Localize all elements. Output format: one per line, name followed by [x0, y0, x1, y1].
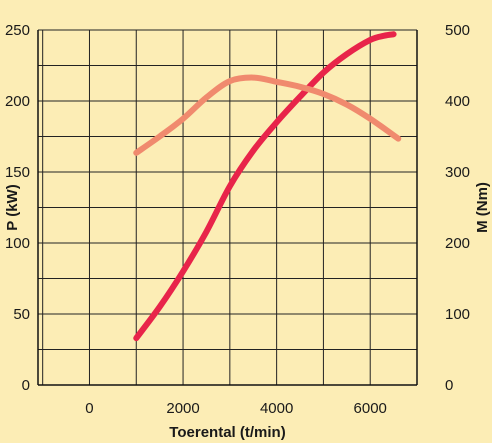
- power-series-line: [133, 31, 397, 342]
- y-axis-title-right: M (Nm): [474, 182, 491, 233]
- y-right-tick-label: 500: [445, 22, 470, 39]
- y-left-tick-label: 100: [5, 235, 30, 252]
- y-left-tick-label: 250: [5, 22, 30, 39]
- y-left-tick-label: 0: [22, 377, 30, 394]
- y-left-tick-label: 50: [13, 306, 30, 323]
- x-axis-title: Toerental (t/min): [169, 424, 285, 441]
- x-tick-label: 4000: [260, 400, 293, 417]
- x-tick-label: 6000: [354, 400, 387, 417]
- y-right-tick-label: 300: [445, 164, 470, 181]
- x-tick-label: 0: [85, 400, 93, 417]
- y-right-tick-label: 400: [445, 93, 470, 110]
- y-left-tick-label: 150: [5, 164, 30, 181]
- y-axis-title-left: P (kW): [4, 184, 21, 230]
- y-right-tick-label: 0: [445, 377, 453, 394]
- y-right-tick-label: 200: [445, 235, 470, 252]
- torque-series-line: [133, 74, 402, 156]
- y-left-tick-label: 200: [5, 93, 30, 110]
- x-tick-label: 2000: [166, 400, 199, 417]
- y-right-tick-label: 100: [445, 306, 470, 323]
